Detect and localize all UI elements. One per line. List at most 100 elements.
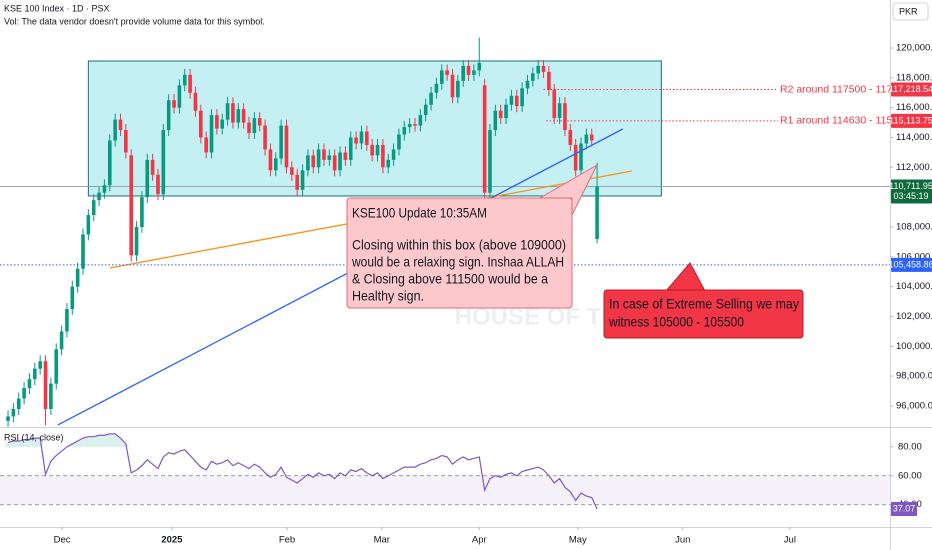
candle-body — [129, 155, 133, 256]
candle-body — [509, 95, 514, 105]
x-tick-label: Dec — [54, 535, 71, 546]
candle-body — [91, 200, 96, 216]
y-tick-label: 102,000.00 — [896, 311, 932, 322]
rsi-tag-label: 37.07 — [893, 503, 916, 513]
candle-body — [70, 286, 75, 310]
candle-body — [381, 144, 385, 168]
candle-body — [290, 167, 294, 175]
candle-body — [140, 197, 144, 227]
candle-body — [568, 130, 573, 145]
candle-body — [43, 361, 48, 409]
candle-body — [38, 361, 42, 369]
candle-body — [375, 144, 380, 156]
y-tick-label: 104,000.00 — [896, 281, 932, 292]
rsi-tick-label: 60.00 — [898, 470, 922, 481]
price-tag-label: 105,458.86 — [888, 259, 932, 269]
y-tick-label: 118,000.00 — [896, 72, 932, 83]
candle-body — [402, 127, 407, 135]
candle-body — [557, 103, 562, 119]
candle-body — [327, 155, 332, 160]
candle-body — [477, 62, 482, 71]
candle-body — [252, 118, 257, 134]
callout-line: In case of Extreme Selling we may — [609, 296, 799, 312]
candle-body — [563, 103, 567, 131]
candle-body — [332, 155, 337, 171]
marks-layer: R2 around 117500 - 117800 R1 around 11463… — [0, 37, 910, 510]
callout-title: KSE100 Update 10:35AM — [352, 205, 487, 221]
y-tick-label: 108,000.00 — [896, 222, 932, 233]
candle-body — [365, 131, 369, 145]
level-text: R1 around 114630 - 115120 — [780, 115, 910, 127]
candle-body — [520, 88, 524, 107]
callout-line: witness 105000 - 105500 — [608, 314, 744, 330]
candle-body — [407, 124, 412, 128]
rsi-band — [0, 475, 890, 505]
candle-body — [504, 104, 508, 119]
candle-body — [75, 268, 80, 287]
candle-body — [338, 152, 342, 171]
candle-body — [423, 104, 428, 116]
y-tick-label: 96,000.00 — [896, 400, 932, 411]
candle-body — [172, 100, 176, 108]
callout-box — [346, 197, 573, 309]
candle-body — [429, 92, 433, 105]
x-tick-label: Mar — [374, 535, 390, 546]
candle-body — [514, 95, 519, 107]
price-tag-label: 115,113.75 — [889, 115, 932, 125]
chart-title: KSE 100 Index · 1D · PSX — [4, 3, 110, 13]
candle-body — [536, 65, 540, 74]
price-tag — [891, 113, 932, 128]
candle-body — [589, 134, 594, 141]
x-tick-label: 2025 — [161, 535, 183, 546]
x-tick-label: Feb — [279, 535, 295, 546]
candle-body — [279, 125, 283, 159]
candle-body — [456, 80, 460, 98]
candle-body — [113, 119, 117, 141]
candle-body — [573, 144, 578, 171]
candle-body — [450, 74, 455, 98]
candle-body — [322, 149, 326, 160]
currency: PKR — [899, 6, 918, 16]
rsi-line — [7, 433, 598, 510]
candle-body — [397, 134, 401, 150]
countdown: 03:45:19 — [893, 191, 928, 201]
price-tag — [891, 257, 932, 272]
chart-subtitle: Vol: The data vendor doesn't provide vol… — [4, 16, 265, 26]
candle-body — [525, 80, 530, 89]
candle-body — [81, 234, 85, 269]
candle-body — [359, 131, 364, 144]
candle-body — [209, 115, 214, 153]
candle-body — [16, 398, 21, 409]
rsi-title: RSI (14, close) — [4, 432, 64, 442]
candle-body — [161, 130, 166, 195]
candle-body — [300, 170, 305, 190]
candle-body — [11, 408, 16, 417]
x-tick-label: Jun — [675, 535, 690, 546]
candle-body — [488, 130, 492, 193]
candle-body — [391, 149, 396, 160]
candle-body — [482, 85, 487, 193]
candle-body — [316, 149, 321, 168]
candle-body — [257, 118, 262, 126]
price-tag — [891, 179, 932, 204]
candle-body — [386, 159, 391, 168]
currency-box[interactable] — [892, 2, 929, 21]
y-tick-label: 116,000.00 — [896, 102, 932, 113]
y-tick-label: 120,000.00 — [896, 43, 932, 54]
candle-body — [182, 74, 187, 86]
candle-body — [263, 125, 267, 150]
candle-body — [579, 143, 583, 171]
callout-pointer — [664, 262, 706, 292]
candle-body — [199, 110, 203, 138]
candle-body — [6, 416, 10, 421]
y-tick-label: 114,000.00 — [896, 132, 932, 143]
candle-body — [97, 192, 101, 201]
price-tag — [891, 82, 932, 97]
level-text: R2 around 117500 - 117800 — [780, 83, 910, 95]
candle-body — [59, 331, 64, 350]
x-tick-label: May — [569, 535, 587, 546]
candle-body — [33, 368, 37, 380]
y-tick-label: 106,000.00 — [896, 251, 932, 262]
